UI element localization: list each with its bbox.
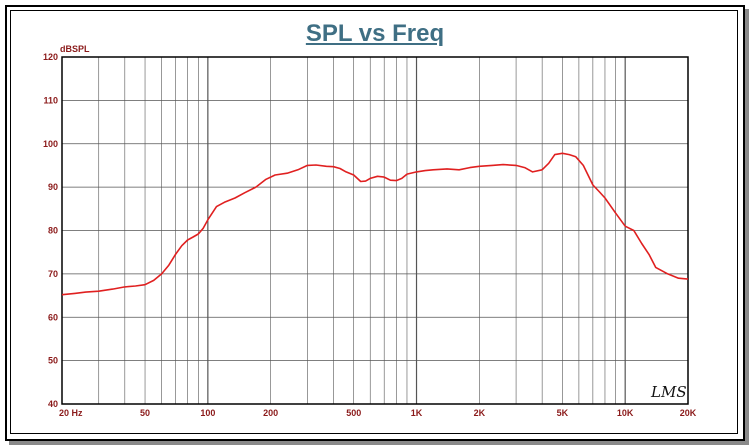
plot-area-border (61, 56, 689, 405)
x-tick-label: 5K (557, 408, 569, 418)
chart-inner-frame (10, 10, 738, 434)
x-tick-label: 10K (617, 408, 634, 418)
spl-series-line (61, 152, 689, 296)
grid (62, 57, 688, 404)
x-tick-label: 2K (474, 408, 486, 418)
x-axis-tick-labels: 20 Hz 50 100 200 500 1K 2K 5K 10K 20K (59, 408, 697, 418)
y-tick-label: 120 (43, 52, 58, 62)
x-tick-label: 20 Hz (59, 408, 83, 418)
y-tick-label: 70 (48, 269, 58, 279)
x-tick-label: 100 (200, 408, 215, 418)
chart-frame (5, 5, 745, 441)
lms-watermark: LMS (650, 383, 687, 401)
y-tick-label: 90 (48, 182, 58, 192)
y-tick-label: 80 (48, 226, 58, 236)
x-tick-label: 20K (680, 408, 697, 418)
y-axis-label: dBSPL (60, 44, 90, 54)
y-tick-label: 110 (43, 95, 58, 105)
y-tick-label: 100 (43, 139, 58, 149)
y-tick-label: 40 (48, 399, 58, 409)
y-axis-tick-labels: 40 50 60 70 80 90 100 110 120 (43, 52, 58, 409)
x-tick-label: 1K (411, 408, 423, 418)
x-tick-label: 200 (263, 408, 278, 418)
x-tick-label: 50 (140, 408, 150, 418)
series-group (61, 152, 689, 296)
y-tick-label: 60 (48, 312, 58, 322)
x-tick-label: 500 (346, 408, 361, 418)
chart-title: SPL vs Freq (305, 20, 445, 47)
y-tick-label: 50 (48, 356, 58, 366)
